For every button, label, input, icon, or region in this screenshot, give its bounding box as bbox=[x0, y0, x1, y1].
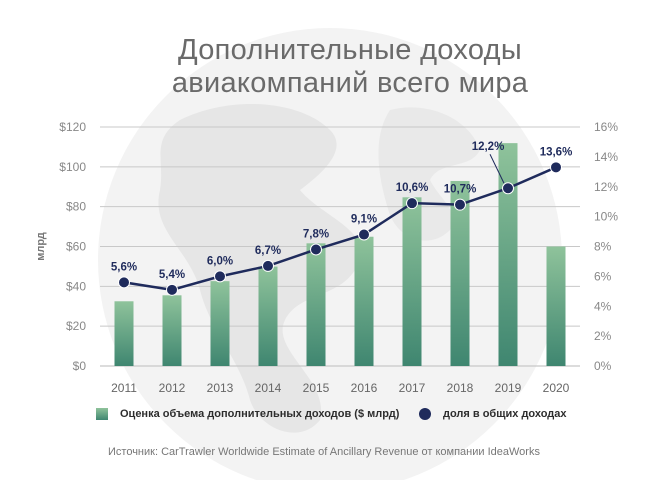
y-tick-label: $40 bbox=[66, 279, 86, 293]
line-point bbox=[262, 259, 274, 272]
data-label: 9,1% bbox=[351, 214, 377, 226]
y2-tick-label: 12% bbox=[594, 180, 618, 194]
data-label-leader bbox=[489, 154, 505, 184]
data-label: 10,7% bbox=[444, 184, 477, 196]
bar bbox=[402, 197, 422, 366]
bar bbox=[162, 295, 182, 366]
line-point bbox=[406, 197, 418, 210]
bar bbox=[498, 143, 518, 366]
x-tick-label: 2014 bbox=[255, 381, 282, 395]
y2-tick-label: 4% bbox=[594, 299, 612, 313]
y2-tick-label: 8% bbox=[594, 240, 612, 254]
y2-tick-label: 0% bbox=[594, 359, 612, 373]
bar-series bbox=[114, 143, 566, 366]
legend-item-line: доля в общих доходах bbox=[419, 408, 567, 420]
data-label: 12,2% bbox=[472, 141, 505, 153]
x-tick-label: 2012 bbox=[159, 381, 186, 395]
y-tick-label: $60 bbox=[66, 240, 86, 254]
x-tick-label: 2016 bbox=[351, 381, 378, 395]
legend-item-bars: Оценка объема дополнительных доходов ($ … bbox=[96, 408, 399, 420]
line-point bbox=[214, 270, 226, 283]
y2-tick-label: 10% bbox=[594, 210, 618, 224]
data-label: 10,6% bbox=[396, 182, 429, 194]
legend-line-label: доля в общих доходах bbox=[443, 408, 567, 420]
chart-title-line-1: Дополнительные доходы bbox=[177, 34, 523, 66]
x-tick-label: 2013 bbox=[207, 381, 234, 395]
bar bbox=[306, 243, 326, 366]
bar bbox=[258, 266, 278, 366]
source-note: Источник: CarTrawler Worldwide Estimate … bbox=[108, 446, 540, 458]
x-tick-label: 2019 bbox=[495, 381, 522, 395]
x-tick-label: 2018 bbox=[447, 381, 474, 395]
share-line bbox=[123, 166, 557, 292]
y2-tick-label: 14% bbox=[594, 150, 618, 164]
line-point bbox=[454, 198, 466, 211]
legend-bar-swatch bbox=[96, 408, 108, 420]
chart-title-line-2: авиакомпаний всего мира bbox=[171, 67, 529, 99]
bar bbox=[210, 281, 230, 366]
x-tick-label: 2017 bbox=[399, 381, 426, 395]
legend-line-swatch bbox=[419, 408, 431, 420]
y2-tick-label: 2% bbox=[594, 329, 612, 343]
x-tick-label: 2020 bbox=[543, 381, 570, 395]
line-series bbox=[118, 161, 562, 296]
line-point bbox=[358, 228, 370, 241]
axis-ticks: $0 $20 $40 $60 $80 $100 $120 0% 2% 4% 6% 8% 10% 12% 14… bbox=[35, 120, 618, 395]
legend-bar-label: Оценка объема дополнительных доходов ($ … bbox=[120, 408, 400, 420]
x-tick-label: 2011 bbox=[111, 381, 137, 395]
y-tick-label: $120 bbox=[59, 120, 86, 134]
y-tick-label: $0 bbox=[73, 359, 87, 373]
x-tick-label: 2015 bbox=[303, 381, 330, 395]
y-tick-label: $100 bbox=[59, 160, 86, 174]
y-tick-label: $20 bbox=[66, 319, 86, 333]
bar bbox=[114, 301, 134, 366]
line-point bbox=[502, 182, 514, 195]
line-point bbox=[550, 161, 562, 174]
line-point bbox=[166, 283, 178, 296]
data-label: 13,6% bbox=[540, 146, 573, 158]
data-label: 5,4% bbox=[159, 269, 185, 281]
y-axis-title: млрд bbox=[35, 232, 47, 261]
line-point bbox=[118, 276, 130, 289]
y2-tick-label: 6% bbox=[594, 269, 612, 283]
bar bbox=[450, 180, 470, 366]
data-label: 6,0% bbox=[207, 255, 233, 267]
y-tick-label: $80 bbox=[66, 200, 86, 214]
bar bbox=[354, 236, 374, 366]
line-point bbox=[310, 243, 322, 256]
data-labels: 5,6% 5,4% 6,0% 6,7% 7,8% 9,1% 10,6% 10,7% 12,2% 1… bbox=[111, 141, 572, 281]
data-label: 6,7% bbox=[255, 245, 281, 257]
bar bbox=[546, 246, 566, 366]
data-label: 7,8% bbox=[303, 228, 329, 240]
y2-tick-label: 16% bbox=[594, 120, 618, 134]
data-label: 5,6% bbox=[111, 261, 137, 273]
